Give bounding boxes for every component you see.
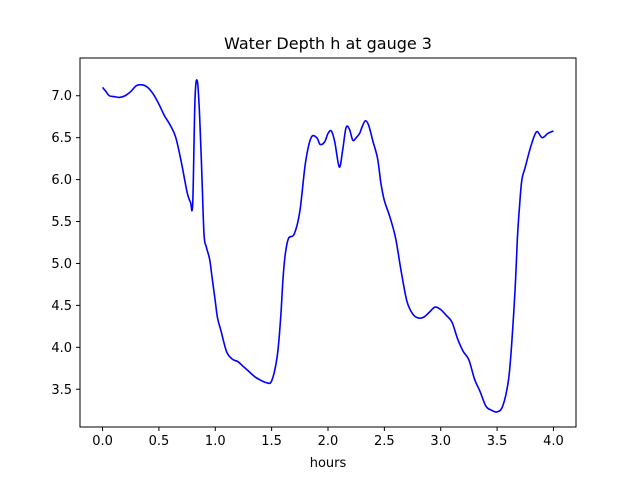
x-tick-label: 0.0	[92, 434, 113, 449]
y-tick-label: 4.5	[51, 299, 72, 314]
x-axis-label: hours	[310, 456, 347, 471]
x-tick-label: 1.5	[261, 434, 282, 449]
x-tick-label: 3.0	[430, 434, 451, 449]
y-tick-label: 6.5	[51, 131, 72, 146]
y-tick-label: 5.5	[51, 215, 72, 230]
x-tick-label: 2.5	[374, 434, 395, 449]
x-tick-label: 4.0	[543, 434, 564, 449]
y-tick-label: 3.5	[51, 383, 72, 398]
x-tick-label: 0.5	[149, 434, 170, 449]
x-tick-label: 2.0	[318, 434, 339, 449]
y-tick-label: 4.0	[51, 341, 72, 356]
y-tick-label: 6.0	[51, 173, 72, 188]
y-tick-label: 7.0	[51, 89, 72, 104]
x-tick-label: 3.5	[487, 434, 508, 449]
plot-frame	[79, 57, 577, 428]
series-line	[101, 79, 554, 413]
x-tick-label: 1.0	[205, 434, 226, 449]
chart-title: Water Depth h at gauge 3	[224, 34, 432, 53]
y-tick-label: 5.0	[51, 257, 72, 272]
